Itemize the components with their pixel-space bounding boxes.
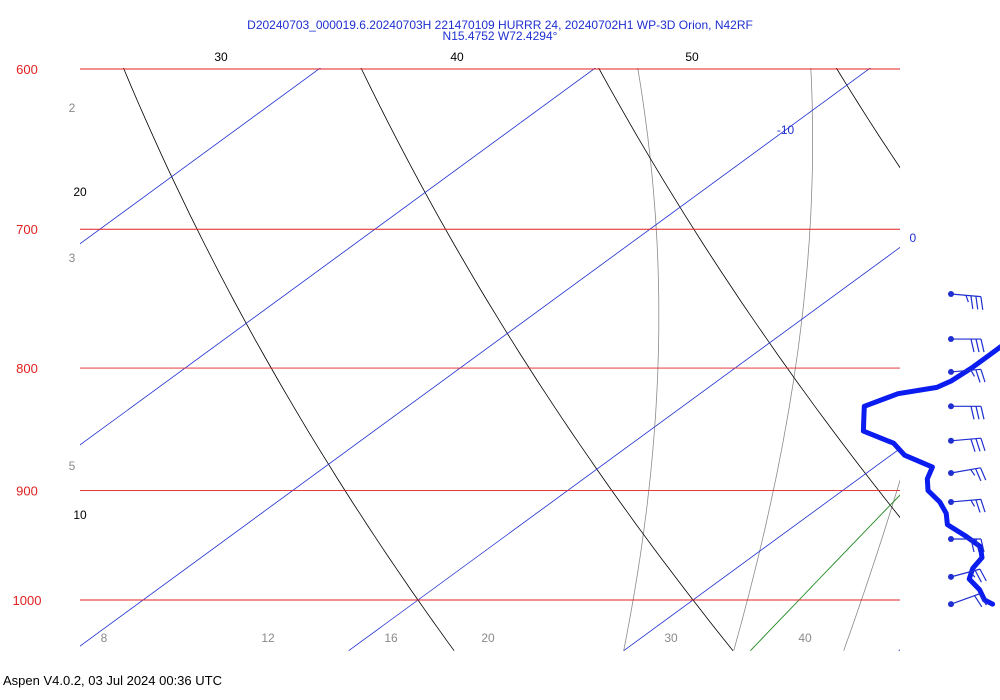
wind-barb-feather — [975, 369, 981, 383]
pressure-label: 700 — [16, 222, 38, 237]
isotherm-label: 0 — [910, 231, 917, 245]
wind-barb-feather — [969, 571, 976, 578]
footer-version-timestamp: Aspen V4.0.2, 03 Jul 2024 00:36 UTC — [3, 673, 222, 688]
moist-adiabat-label: 2 — [69, 101, 76, 115]
moist-adiabat-line — [954, 0, 1000, 651]
mixing-ratio-line — [750, 494, 900, 652]
wind-barb-feather — [980, 296, 984, 310]
wind-barb-dot — [948, 573, 954, 580]
dry-adiabat-label: 10 — [73, 508, 87, 522]
wind-barb-dot — [948, 535, 954, 542]
wind-barb — [948, 568, 987, 583]
isotherm-line — [898, 649, 900, 652]
bottom-axis-label: 8 — [101, 631, 108, 645]
chart-subtitle: N15.4752 W72.4294° — [442, 29, 558, 43]
wind-barb — [948, 336, 985, 353]
wind-barb-feather — [978, 593, 987, 606]
wind-barb-feather — [979, 467, 987, 481]
wind-barb-feather — [965, 295, 969, 303]
moist-adiabat-label: 3 — [69, 251, 76, 265]
wind-barb-feather — [970, 406, 975, 420]
wind-barb-feather — [975, 296, 979, 310]
bottom-axis-label: 20 — [481, 631, 495, 645]
pressure-label: 600 — [16, 62, 38, 77]
dry-adiabat-line — [123, 68, 455, 651]
wind-barb-feather — [975, 438, 981, 452]
pressure-label: 1000 — [13, 593, 42, 608]
wind-barb-feather — [975, 338, 980, 353]
mixing-ratio-line — [924, 0, 1000, 651]
isotherm-line — [80, 68, 871, 647]
dry-adiabat-line — [835, 68, 900, 169]
dry-adiabat-label: 30 — [214, 50, 228, 64]
wind-barb-dot — [948, 470, 954, 477]
wind-barb — [948, 498, 986, 513]
moist-adiabat-line — [733, 68, 813, 651]
wind-barb-feather — [970, 469, 976, 476]
wind-barb — [948, 403, 985, 420]
wind-barb-feather — [974, 570, 982, 583]
isotherm-label: -10 — [777, 123, 795, 137]
dry-adiabat-line — [360, 68, 734, 651]
wind-barb-dot — [948, 368, 954, 375]
dry-adiabat-label: 20 — [73, 185, 87, 199]
wind-barb — [948, 593, 987, 608]
wind-barb-feather — [975, 538, 980, 553]
bottom-axis-label: 12 — [261, 631, 275, 645]
dry-adiabat-label: 40 — [450, 50, 464, 64]
wind-barb-feather — [975, 499, 981, 513]
bottom-axis-label: 16 — [384, 631, 398, 645]
wind-barb-feather — [980, 538, 985, 553]
wind-barb — [948, 467, 987, 482]
wind-barb-dot — [948, 336, 954, 343]
wind-barb-feather — [980, 406, 985, 420]
isotherm-line — [348, 246, 900, 652]
isotherm-line — [0, 0, 142, 651]
moist-adiabat-label: 5 — [69, 459, 76, 473]
wind-barb-feather — [980, 438, 986, 452]
wind-barb-feather — [975, 468, 982, 482]
wind-barb-feather — [973, 595, 983, 608]
wind-barb-dot — [948, 403, 954, 410]
bottom-axis-label: 40 — [798, 631, 812, 645]
wind-barb-feather — [970, 438, 976, 452]
wind-barb — [948, 437, 986, 452]
plot-area — [0, 0, 1000, 652]
wind-barb — [948, 368, 986, 383]
wind-barb-feather — [975, 406, 980, 420]
moist-adiabat-line — [843, 479, 900, 651]
wind-barb-feather — [980, 499, 986, 513]
wind-barb-dot — [948, 291, 954, 298]
dry-adiabat-line — [598, 68, 900, 519]
wind-barb-feather — [970, 538, 975, 553]
wind-barb — [948, 291, 984, 310]
dewpoint-profile-line — [860, 344, 1000, 607]
wind-barb-feather — [979, 568, 987, 582]
isotherm-line — [623, 448, 900, 652]
wind-barb-feather — [970, 338, 975, 353]
wind-barb-dot — [948, 498, 954, 505]
isotherm-line — [80, 68, 596, 446]
wind-barb-feather — [970, 499, 975, 507]
pressure-label: 800 — [16, 361, 38, 376]
pressure-label: 900 — [16, 483, 38, 498]
wind-barb-dot — [948, 601, 954, 608]
wind-barb-feather — [980, 338, 985, 353]
wind-barb — [948, 535, 985, 553]
isotherm-line — [80, 68, 321, 245]
wind-barb-dot — [948, 437, 954, 444]
wind-barb-feather — [970, 369, 975, 377]
wind-barb-feather — [980, 369, 986, 383]
dry-adiabat-label: 50 — [685, 50, 699, 64]
wind-barb-feather — [970, 295, 974, 310]
bottom-axis-label: 30 — [664, 631, 678, 645]
moist-adiabat-line — [623, 68, 660, 651]
chart-title: D20240703_000019.6.20240703H 221470109 H… — [247, 18, 753, 32]
